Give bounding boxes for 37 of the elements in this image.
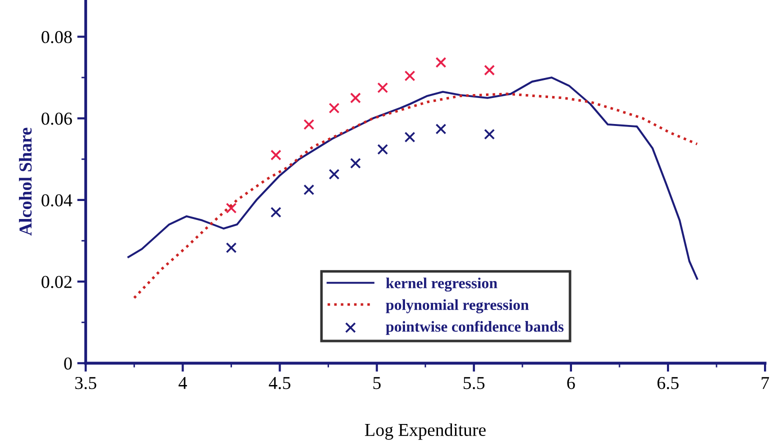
point	[350, 158, 361, 169]
point	[270, 150, 282, 160]
x-tick-label: 5	[373, 377, 381, 390]
point	[377, 144, 388, 155]
x-axis-title: Log Expenditure	[364, 423, 486, 440]
point	[404, 70, 416, 82]
point	[270, 206, 282, 218]
x-tick-label: 6	[567, 376, 575, 390]
y-tick-label: 0	[64, 357, 72, 370]
point	[350, 92, 361, 104]
point	[226, 242, 237, 254]
y-tick-label: 0.02	[42, 276, 72, 288]
x-tick-label: 4	[178, 377, 187, 389]
point	[304, 119, 314, 130]
x-tick-label: 7	[762, 377, 770, 389]
point	[328, 102, 340, 114]
line-series	[132, 92, 698, 300]
point	[226, 202, 237, 214]
x-tick-label: 6.5	[657, 376, 679, 390]
legend-label: pointwise confidence bands	[386, 320, 564, 335]
point	[304, 184, 314, 196]
point	[484, 64, 495, 76]
point	[484, 128, 495, 140]
x-tick-label: 4.5	[268, 377, 290, 390]
point	[377, 82, 388, 94]
y-axis-title: Alcohol Share	[18, 128, 32, 236]
x-tick-label: 3.5	[75, 376, 96, 390]
x-tick-label: 5.5	[464, 377, 484, 390]
y-tick-label: 0.08	[42, 30, 72, 44]
y-tick-label: 0.04	[42, 194, 72, 206]
y-tick-label: 0.06	[42, 112, 72, 125]
point	[328, 168, 340, 180]
legend-label: polynomial regression	[386, 299, 529, 314]
point	[435, 124, 446, 134]
point	[404, 132, 416, 143]
point	[435, 57, 446, 68]
legend-label: kernel regression	[386, 278, 498, 292]
